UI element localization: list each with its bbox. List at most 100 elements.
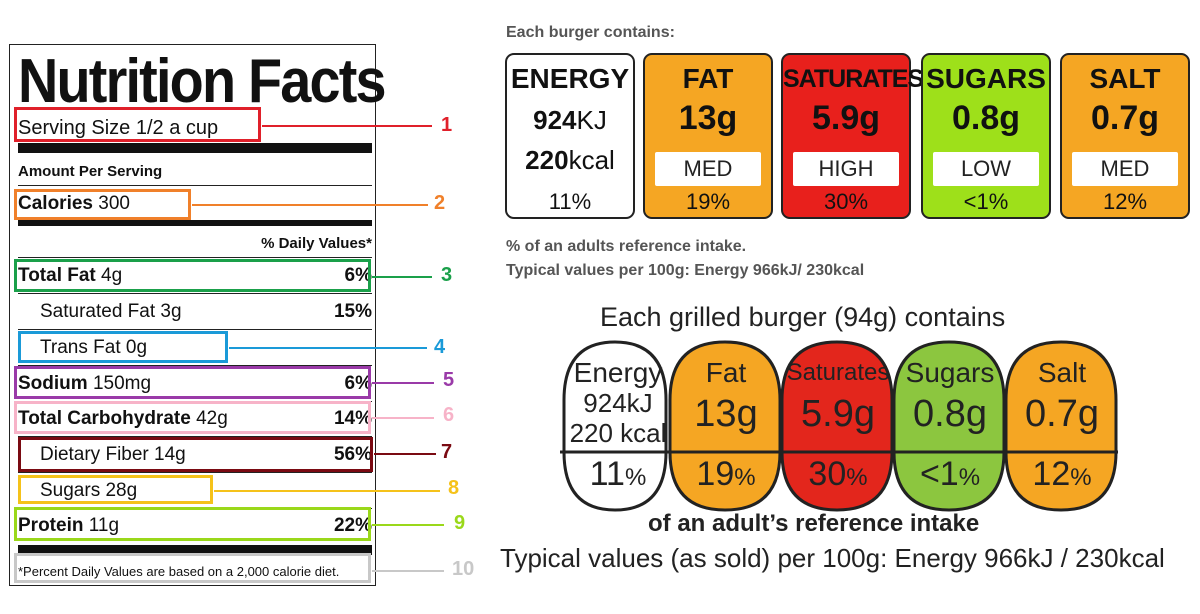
divider <box>18 257 372 258</box>
saturates-level: HIGH <box>793 152 899 186</box>
traffic-label-heading: Each burger contains: <box>506 24 675 41</box>
grilled-sugars-pct: <1% <box>892 457 1008 495</box>
grilled-label-heading: Each grilled burger (94g) contains <box>600 302 1006 332</box>
highlight-box-4 <box>18 331 228 363</box>
saturates-box: SATURATES 5.9g HIGH 30% <box>781 53 924 219</box>
grilled-energy-pct-sign: % <box>624 464 647 491</box>
callout-line-2 <box>192 204 428 206</box>
divider <box>18 365 372 366</box>
total-carbohydrate-label: Total Carbohydrate <box>18 408 191 429</box>
dietary-fiber-label: Dietary Fiber 14g <box>40 444 186 465</box>
grilled-fat-pct-num: 19 <box>696 455 735 493</box>
protein-row: Protein 11g 22% <box>18 515 372 537</box>
total-fat-label: Total Fat <box>18 265 96 286</box>
thick-divider <box>18 143 372 153</box>
fat-value: 13g <box>678 99 738 137</box>
highlight-box-3 <box>14 259 371 292</box>
divider <box>18 329 372 330</box>
grilled-salt-pct: 12% <box>1004 457 1120 495</box>
energy-kj-unit: KJ <box>576 105 607 135</box>
salt-value: 0.7g <box>1090 99 1160 137</box>
callout-number-2: 2 <box>434 192 446 214</box>
callout-number-10: 10 <box>452 558 475 580</box>
divider <box>18 472 372 473</box>
energy-name: ENERGY <box>510 63 630 94</box>
calories-label: Calories <box>18 193 93 214</box>
salt-name: SALT <box>1089 63 1161 94</box>
saturated-fat-row: Saturated Fat 3g 15% <box>40 301 372 323</box>
grilled-sugars-value: 0.8g <box>913 393 987 435</box>
grilled-energy-kj: 924kJ <box>583 388 653 418</box>
saturated-fat-label: Saturated Fat 3g <box>40 301 182 322</box>
energy-kcal: 220kcal <box>507 145 633 175</box>
callout-line-5 <box>372 382 434 384</box>
grilled-saturates-pct-sign: % <box>846 464 868 491</box>
sugars-box: SUGARS 0.8g LOW <1% <box>921 53 1051 219</box>
fat-pct: 19% <box>685 189 731 214</box>
grilled-salt-name: Salt <box>1037 357 1087 388</box>
sugars-row: Sugars 28g <box>40 480 372 502</box>
fat-name: FAT <box>682 63 734 94</box>
protein-pct: 22% <box>333 515 372 536</box>
highlight-box-2 <box>14 189 191 220</box>
traffic-note-typical: Typical values per 100g: Energy 966kJ/ 2… <box>506 262 865 279</box>
energy-kcal-unit: kcal <box>568 145 615 175</box>
divider <box>18 436 372 437</box>
dietary-fiber-pct: 56% <box>333 444 372 465</box>
total-carbohydrate-amount: 42g <box>196 408 228 429</box>
saturates-value: 5.9g <box>811 99 881 137</box>
nutrition-facts-title: Nutrition Facts <box>18 47 387 116</box>
callout-line-9 <box>372 524 444 526</box>
grilled-fat-value: 13g <box>694 393 758 435</box>
highlight-box-6 <box>14 401 371 434</box>
callout-number-3: 3 <box>441 264 453 286</box>
sodium-amount: 150mg <box>92 373 152 394</box>
callout-number-7: 7 <box>441 441 453 463</box>
grilled-salt-pct-sign: % <box>1070 464 1092 491</box>
grilled-saturates-value: 5.9g <box>801 393 875 435</box>
grilled-footer-typical: Typical values (as sold) per 100g: Energ… <box>500 543 1165 573</box>
calories-row: Calories 300 <box>18 193 372 215</box>
callout-line-6 <box>372 417 434 419</box>
trans-fat-row: Trans Fat 0g <box>40 337 372 359</box>
traffic-note-reference: % of an adults reference intake. <box>506 238 747 255</box>
grilled-fat-pct-sign: % <box>734 464 756 491</box>
highlight-box-10 <box>14 553 371 583</box>
callout-number-4: 4 <box>434 336 446 358</box>
callout-line-1 <box>262 125 432 127</box>
footnote: *Percent Daily Values are based on a 2,0… <box>18 564 340 579</box>
salt-box: SALT 0.7g MED 12% <box>1060 53 1190 219</box>
grilled-energy-name: Energy <box>573 357 663 388</box>
grilled-energy-pct: 11% <box>562 457 674 495</box>
sugars-label: Sugars 28g <box>40 480 138 501</box>
total-carbohydrate-row: Total Carbohydrate 42g 14% <box>18 408 372 430</box>
grilled-salt-pct-num: 12 <box>1032 455 1071 493</box>
saturated-fat-pct: 15% <box>333 301 372 322</box>
grilled-label-shapes <box>560 340 1118 512</box>
energy-box: ENERGY 924KJ 220kcal 11% <box>505 53 635 219</box>
medium-divider <box>18 220 372 226</box>
grilled-energy-kcal: 220 kcal <box>569 418 667 448</box>
callout-line-7 <box>374 453 436 455</box>
grilled-sugars-name: Sugars <box>905 357 995 388</box>
protein-amount: 11g <box>88 515 120 536</box>
saturates-pct: 30% <box>823 189 869 214</box>
divider <box>18 293 372 294</box>
energy-pct: 11% <box>548 189 592 214</box>
total-carbohydrate-pct: 14% <box>333 408 372 429</box>
fat-box: FAT 13g MED 19% <box>643 53 773 219</box>
highlight-box-9 <box>14 507 371 541</box>
highlight-box-7 <box>18 437 373 472</box>
total-fat-pct: 6% <box>344 265 372 286</box>
grilled-footer-reference: of an adult’s reference intake <box>648 510 980 537</box>
callout-line-4 <box>229 347 427 349</box>
saturates-name: SATURATES <box>783 65 924 93</box>
grilled-salt-value: 0.7g <box>1025 393 1099 435</box>
grilled-energy-pct-num: 11 <box>589 455 625 493</box>
grilled-sugars-pct-sign: % <box>958 464 981 491</box>
callout-number-5: 5 <box>443 369 455 391</box>
callout-number-8: 8 <box>448 477 460 499</box>
fat-level: MED <box>655 152 761 186</box>
highlight-box-1 <box>14 107 261 142</box>
callout-line-10 <box>372 570 444 572</box>
